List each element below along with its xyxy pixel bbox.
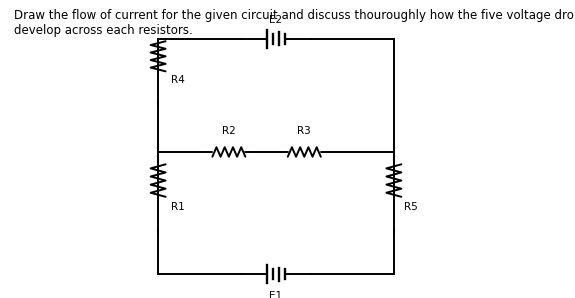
Text: R2: R2 bbox=[222, 125, 236, 136]
Text: E2: E2 bbox=[270, 15, 282, 25]
Text: Draw the flow of current for the given circuit and discuss thouroughly how the f: Draw the flow of current for the given c… bbox=[14, 9, 575, 37]
Text: R4: R4 bbox=[171, 75, 185, 86]
Text: R1: R1 bbox=[171, 202, 185, 212]
Text: R5: R5 bbox=[404, 202, 418, 212]
Text: E1: E1 bbox=[270, 291, 282, 298]
Text: R3: R3 bbox=[297, 125, 311, 136]
